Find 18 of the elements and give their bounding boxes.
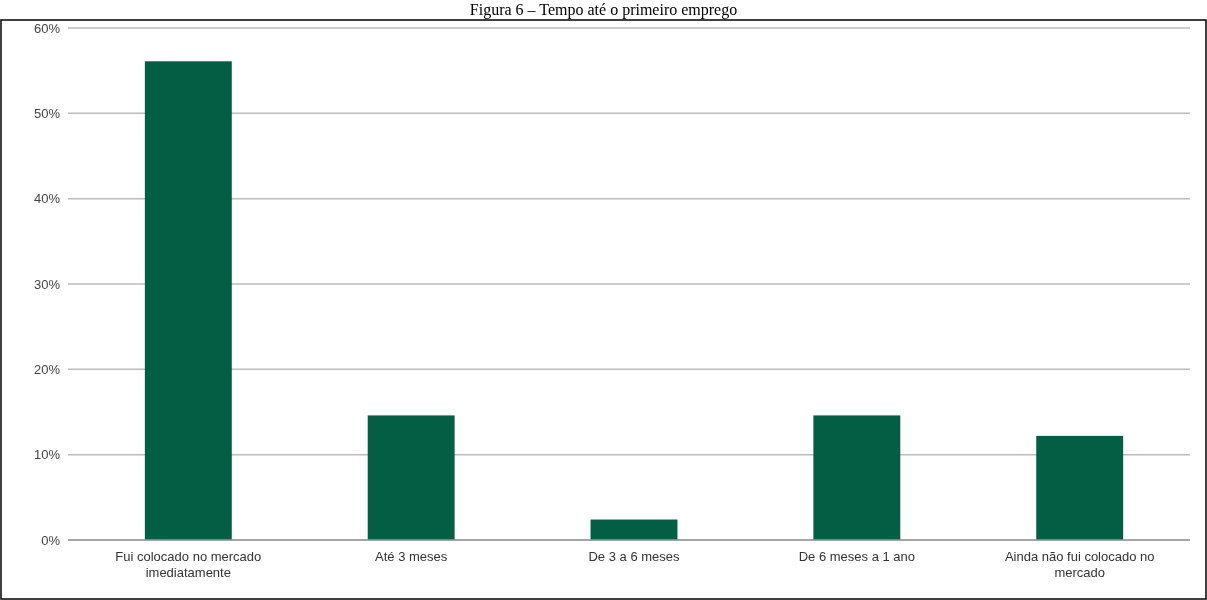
y-tick-label: 30%	[33, 276, 61, 292]
y-tick-label: 40%	[33, 191, 61, 207]
bar	[1036, 435, 1124, 540]
y-tick-label: 60%	[33, 20, 61, 36]
bar	[813, 415, 901, 540]
x-tick-label: Fui colocado no mercado imediatamente	[115, 549, 262, 581]
y-tick-label: 20%	[33, 361, 61, 377]
x-tick-label: Até 3 meses	[375, 549, 448, 565]
x-tick-label: Ainda não fui colocado no mercado	[1004, 549, 1155, 581]
bar	[367, 415, 455, 540]
bar	[590, 519, 678, 540]
chart-title: Figura 6 – Tempo até o primeiro emprego	[469, 1, 738, 19]
y-tick-label: 50%	[33, 105, 61, 121]
bar	[144, 61, 232, 540]
x-tick-label: De 3 a 6 meses	[588, 549, 681, 565]
x-tick-label: De 6 meses a 1 ano	[798, 549, 916, 565]
y-tick-label: 10%	[33, 447, 61, 463]
y-tick-label: 0%	[41, 532, 61, 548]
